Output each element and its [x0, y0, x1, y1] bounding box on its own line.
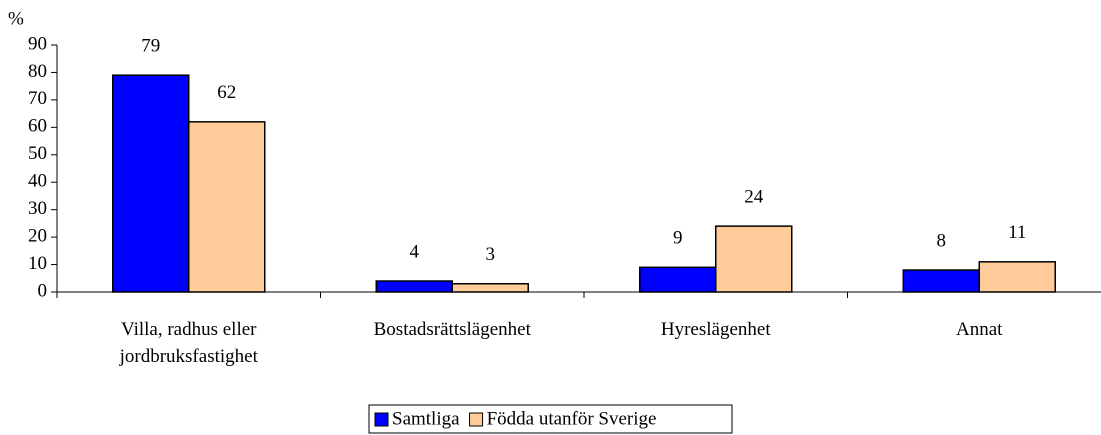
legend-box	[368, 404, 733, 434]
y-tick-label: 70	[28, 88, 47, 109]
bar	[902, 269, 980, 293]
y-tick-label: 10	[28, 253, 47, 274]
data-label: 11	[1008, 222, 1026, 243]
bar	[715, 225, 793, 293]
y-tick-label: 80	[28, 61, 47, 82]
x-tick-label: Bostadsrättslägenhet	[373, 319, 531, 340]
data-label: 8	[937, 230, 947, 251]
x-tick-label: Annat	[956, 319, 1003, 340]
data-label: 24	[744, 186, 764, 207]
data-label: 3	[486, 244, 496, 265]
x-tick-label: Villa, radhus eller jordbruksfastighet	[119, 319, 258, 367]
y-tick-label: 0	[38, 280, 48, 301]
bar	[112, 74, 190, 293]
data-label: 62	[217, 82, 236, 103]
legend-swatch	[374, 412, 389, 427]
y-axis-label: %	[8, 8, 24, 29]
bar	[451, 283, 529, 293]
y-tick-label: 40	[28, 171, 47, 192]
data-label: 9	[673, 228, 683, 249]
bar	[978, 261, 1056, 293]
x-tick-label: Hyreslägenhet	[660, 319, 771, 340]
data-label: 4	[410, 241, 420, 262]
bar	[375, 280, 453, 293]
bar	[639, 266, 717, 293]
y-tick-label: 20	[28, 225, 47, 246]
legend-label: Samtliga	[392, 408, 460, 429]
y-tick-label: 90	[28, 33, 47, 54]
y-tick-label: 30	[28, 198, 47, 219]
data-label: 79	[141, 36, 160, 57]
y-tick-label: 50	[28, 143, 47, 164]
y-tick-label: 60	[28, 116, 47, 137]
bar	[188, 121, 266, 293]
legend-swatch	[469, 412, 484, 427]
legend-label: Födda utanför Sverige	[487, 408, 657, 429]
